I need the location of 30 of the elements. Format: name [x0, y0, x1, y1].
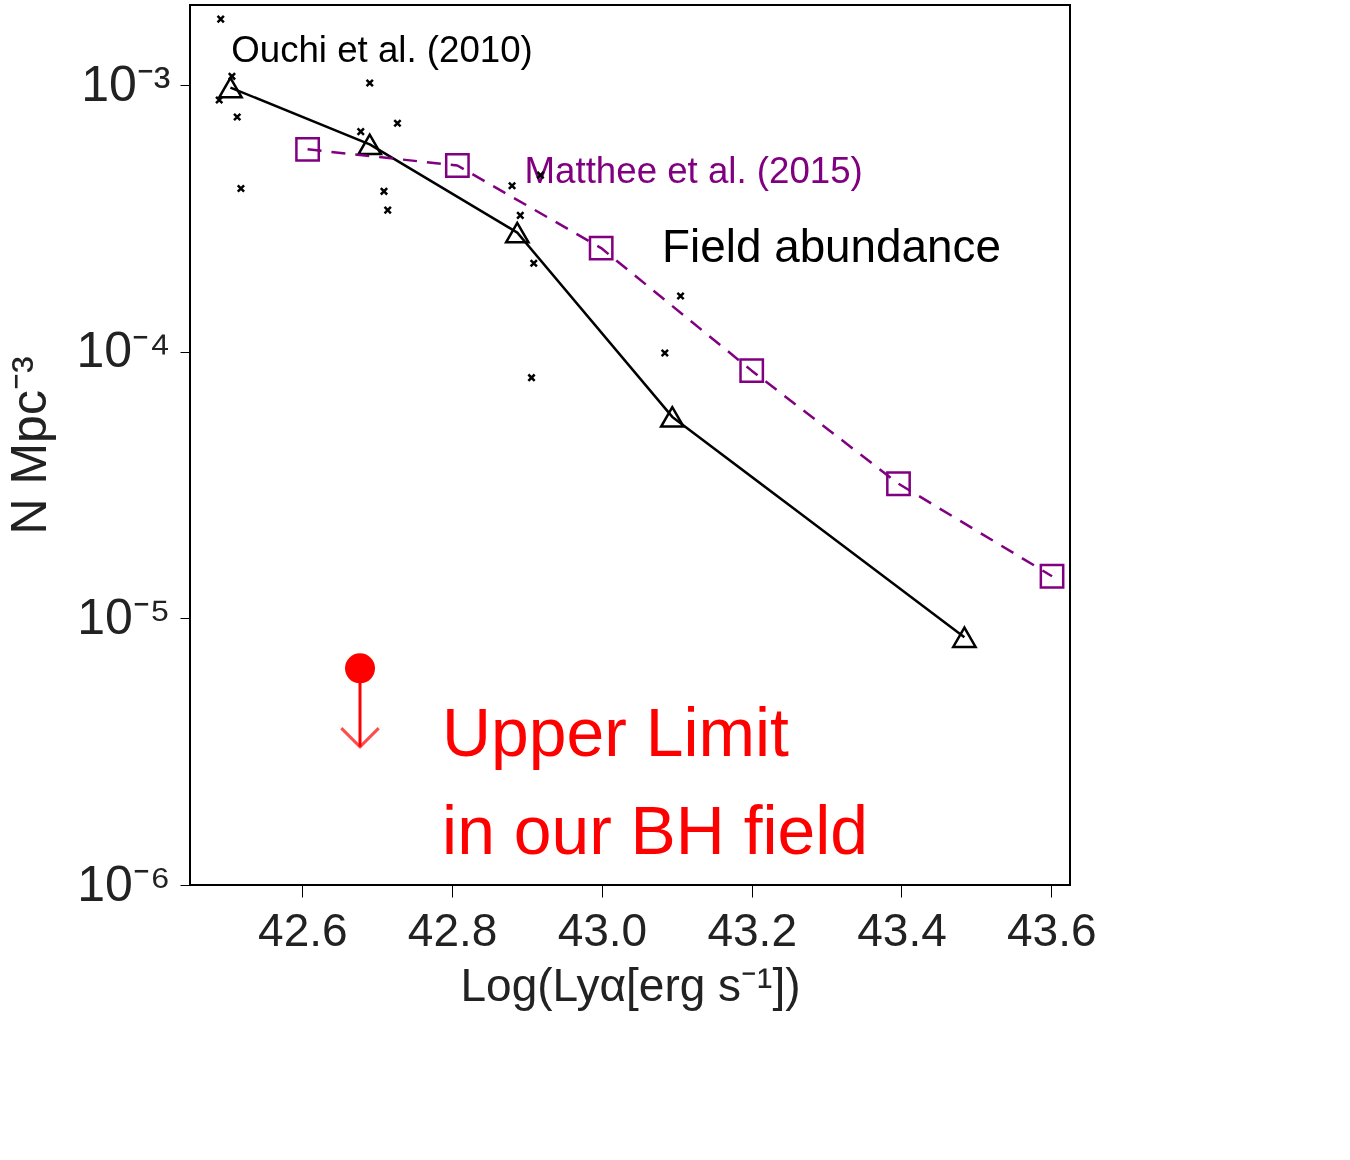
point — [379, 186, 389, 196]
point — [504, 221, 530, 244]
x-tick-label: 43.2 — [707, 903, 797, 956]
annotation: Field abundance — [662, 220, 1001, 272]
y-tick-label: 10⁻⁴ — [76, 322, 171, 379]
y-tick-label: 10⁻⁵ — [77, 588, 171, 645]
point — [588, 235, 614, 261]
point — [295, 136, 321, 162]
point — [227, 71, 237, 81]
y-tick-label: 10⁻⁶ — [77, 855, 171, 912]
series-label: Ouchi et al. (2010) — [231, 28, 533, 70]
point — [739, 358, 765, 384]
x-tick-label: 42.8 — [407, 903, 498, 956]
y-axis-title: N Mpc⁻³ — [1, 356, 58, 535]
x-tick-label: 43.6 — [1007, 903, 1097, 956]
x-tick-label: 42.6 — [258, 903, 348, 956]
x-tick-label: 43.0 — [557, 903, 648, 956]
point — [951, 626, 977, 649]
point — [444, 153, 470, 178]
point — [345, 653, 376, 684]
x-tick-label: 43.4 — [857, 903, 947, 956]
point — [218, 76, 243, 99]
series-label: Matthee et al. (2015) — [524, 149, 863, 191]
x-axis-title: Log(Lyα[erg s⁻¹]) — [460, 958, 801, 1011]
point — [1039, 563, 1065, 589]
point — [659, 405, 685, 428]
point — [507, 181, 517, 191]
point — [886, 471, 911, 497]
y-tick-label: 10⁻³ — [81, 55, 171, 112]
annotation: Upper Limit in our BH field — [442, 694, 869, 869]
